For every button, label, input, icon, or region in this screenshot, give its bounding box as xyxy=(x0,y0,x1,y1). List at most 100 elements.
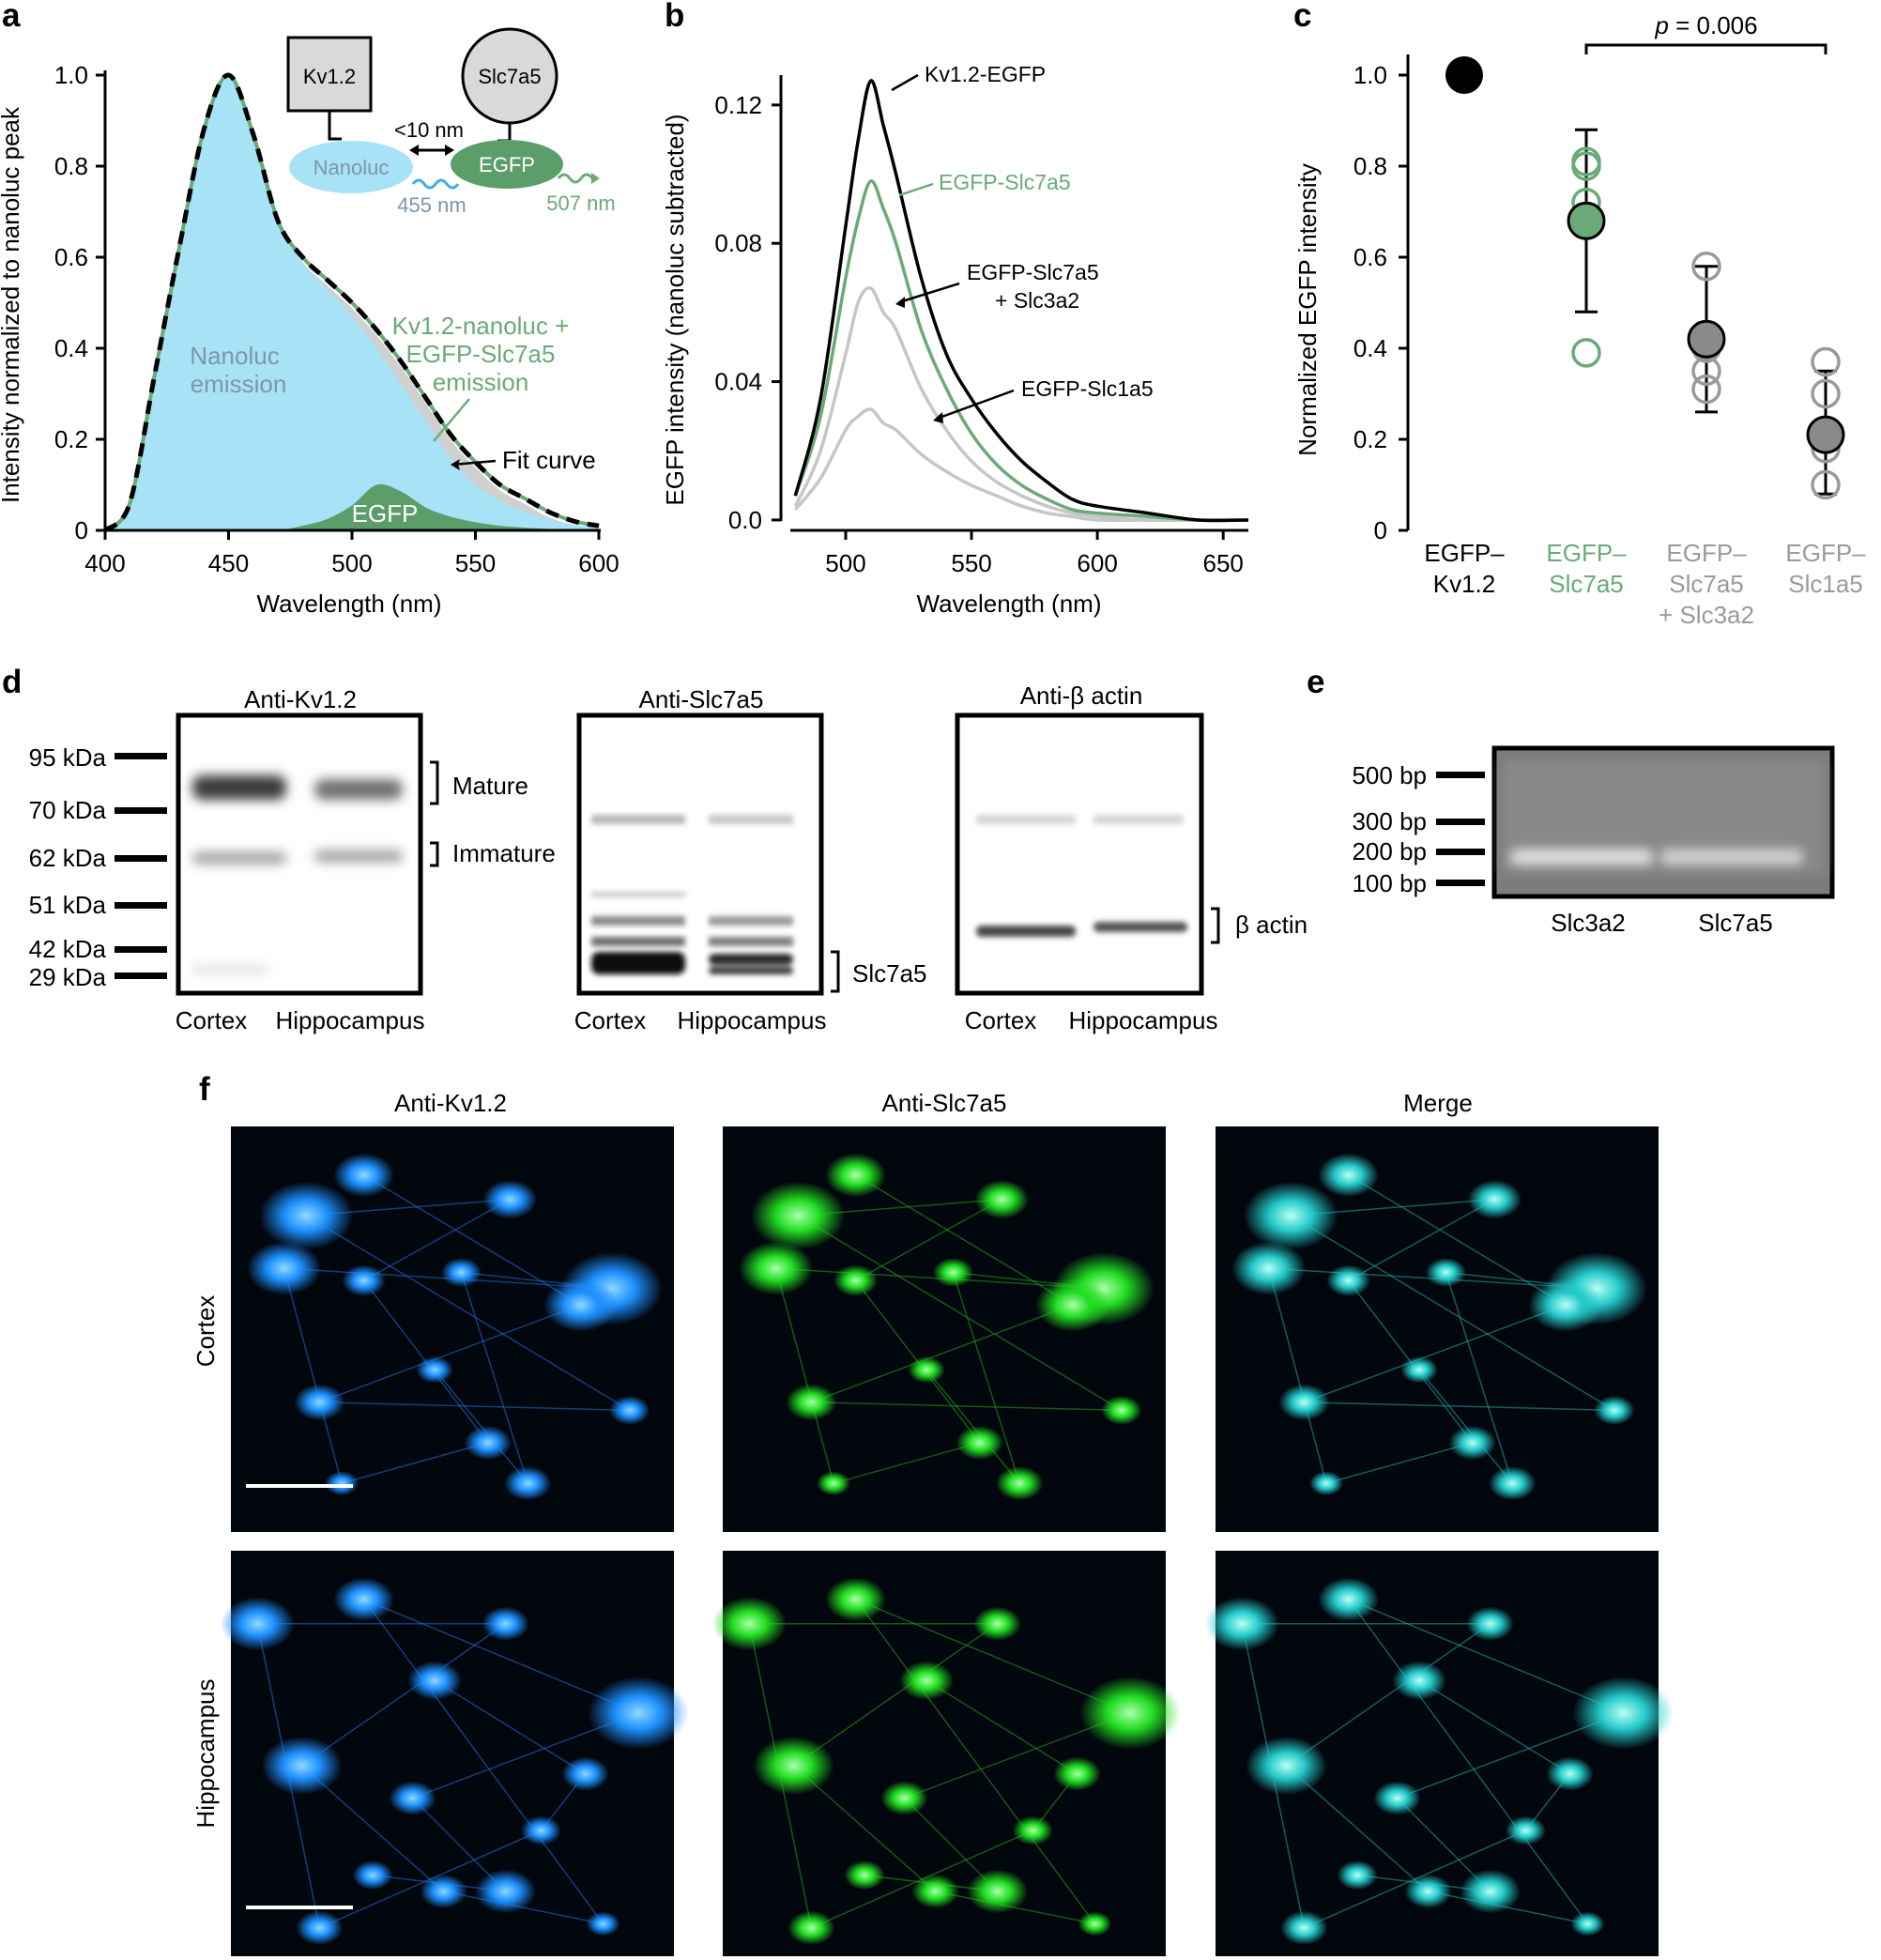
neurite xyxy=(1304,1401,1614,1412)
neurite xyxy=(434,1679,586,1775)
trace-pointer-slc3a2 xyxy=(898,282,960,304)
neurite xyxy=(855,1199,1002,1281)
neurite xyxy=(925,1679,1078,1775)
cell-body xyxy=(844,1860,885,1891)
panel-a-y-tick-label: 0.6 xyxy=(54,243,88,271)
cell-body xyxy=(1035,1278,1110,1332)
nanoluc-ellipse xyxy=(289,141,413,193)
marker-bar-70 xyxy=(115,807,167,814)
cell-body xyxy=(482,1179,538,1219)
cell-body xyxy=(352,1860,393,1891)
cell-body xyxy=(880,1781,928,1815)
category-label: Slc7a5 xyxy=(1669,570,1744,598)
individual-point xyxy=(1811,469,1841,500)
bracket-mature-label: Mature xyxy=(452,772,528,800)
cell-body xyxy=(1079,1676,1182,1750)
cell-body xyxy=(973,1606,1021,1641)
cell-body xyxy=(932,1257,974,1288)
panel-a-plot-area xyxy=(103,72,600,532)
neurite xyxy=(1348,1599,1624,1714)
bracket-mature xyxy=(430,760,439,805)
cell-body xyxy=(475,1869,537,1914)
cell-body xyxy=(561,1756,609,1791)
panel-b-y-tick-label: 0.04 xyxy=(714,368,762,396)
panel-label-f: f xyxy=(199,1071,210,1108)
category-label: EGFP– xyxy=(1666,539,1747,567)
cell-body xyxy=(1243,1181,1338,1250)
marker-51kda: 51 kDa xyxy=(29,891,107,919)
panel-a-x-tick-label: 600 xyxy=(578,549,619,577)
bracket-actin-label: β actin xyxy=(1235,911,1308,939)
cell-body xyxy=(956,1425,1003,1461)
cell-body xyxy=(825,1153,886,1198)
cell-body xyxy=(1204,1597,1279,1651)
neurite xyxy=(855,1599,1131,1714)
cell-body xyxy=(333,1577,394,1622)
category-label: Slc1a5 xyxy=(1788,570,1863,598)
panel-b-plot-area xyxy=(793,79,1249,523)
distance-arrowheads xyxy=(409,145,454,156)
cell-body xyxy=(609,1395,650,1425)
trace-label-egfp-slc1a5: EGFP-Slc1a5 xyxy=(1021,376,1154,401)
individual-point xyxy=(1811,378,1841,409)
individual-point xyxy=(1691,374,1721,405)
blot-actin-frame xyxy=(955,712,1204,996)
cell-body xyxy=(899,1661,954,1701)
panel-b-y-ticks: 0.0 0.04 0.08 0.12 xyxy=(714,91,781,534)
cell-body xyxy=(996,1465,1044,1501)
marker-bar-29 xyxy=(115,972,167,979)
cell-body xyxy=(786,1384,837,1421)
gel-bands xyxy=(1502,760,1825,873)
neurite xyxy=(811,1401,1122,1412)
cell-body xyxy=(817,1471,850,1496)
panel-a-x-tick-label: 500 xyxy=(331,549,372,577)
micrograph-row-hippocampus: Hippocampus xyxy=(191,1679,220,1829)
individual-point xyxy=(1811,346,1841,377)
category-label: EGFP– xyxy=(1546,539,1627,567)
significance-bracket xyxy=(1584,43,1827,54)
blot-slc7a5-bands xyxy=(591,815,793,974)
cell-body xyxy=(1309,1471,1343,1496)
trace-label-egfp-slc7a5: EGFP-Slc7a5 xyxy=(939,170,1071,194)
cell-body xyxy=(333,1153,394,1198)
neurite xyxy=(1304,1304,1567,1403)
cell-body xyxy=(1373,1781,1421,1815)
marker-500bp: 500 bp xyxy=(1352,761,1427,789)
cell-body xyxy=(1546,1756,1594,1791)
micrograph-grid xyxy=(220,1126,1675,1956)
panel-c-y-tick-label: 0.8 xyxy=(1353,152,1387,180)
blot-kv12: Anti-Kv1.2 Mature Immature Cortex Hippoc… xyxy=(176,685,556,1034)
cell-body xyxy=(1318,1577,1379,1622)
cell-body xyxy=(1012,1815,1053,1845)
neurite xyxy=(305,1215,631,1412)
trace-label-slc3a2-1: EGFP-Slc7a5 xyxy=(967,260,1099,284)
cell-body xyxy=(1326,1264,1370,1297)
panel-a-x-tick-label: 550 xyxy=(455,549,496,577)
blot-slc7a5-lane-hippocampus: Hippocampus xyxy=(678,1006,827,1034)
cell-body xyxy=(586,1911,620,1937)
cell-body xyxy=(1467,1179,1522,1219)
cell-body xyxy=(1392,1661,1446,1701)
neurite xyxy=(833,1442,980,1484)
bracket-immature xyxy=(430,841,439,867)
cell-body xyxy=(407,1661,462,1701)
trace-arrowhead-slc3a2 xyxy=(895,297,905,308)
panel-a-x-tick-label: 450 xyxy=(208,549,249,577)
marker-70kda: 70 kDa xyxy=(29,796,107,824)
cell-body xyxy=(1572,1676,1675,1750)
neurite xyxy=(363,1599,639,1714)
category-label: EGFP– xyxy=(1785,539,1866,567)
egfp-emission-area xyxy=(105,483,599,531)
bracket-immature-label: Immature xyxy=(452,839,556,867)
trace-egfp-slc7a5-slc3a2 xyxy=(793,286,1248,522)
individual-point xyxy=(1691,251,1721,282)
cell-body xyxy=(788,1910,835,1945)
cell-body xyxy=(750,1181,846,1250)
kv12-linker xyxy=(328,111,342,141)
panel-b-x-tick-label: 600 xyxy=(1077,549,1117,577)
panel-a-y-tick-label: 1.0 xyxy=(54,61,88,89)
marker-bar-100 xyxy=(1436,880,1485,886)
marker-bar-62 xyxy=(115,855,167,862)
marker-bar-95 xyxy=(115,753,167,759)
trace-arrowhead-slc1a5 xyxy=(933,412,943,423)
